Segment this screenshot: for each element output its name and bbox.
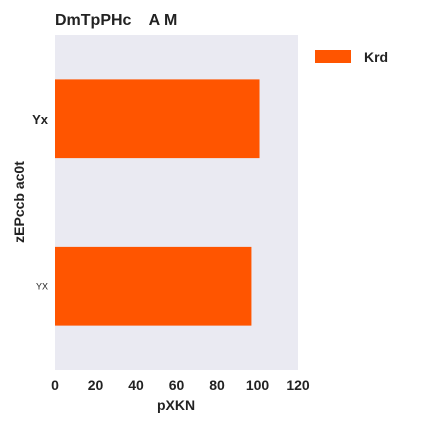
y-tick-label-0: Yx xyxy=(32,112,49,127)
chart-title: DmTpPHc A M xyxy=(55,12,177,29)
x-tick-label-2: 40 xyxy=(128,377,144,393)
y-axis-ticks: Yx YX xyxy=(32,112,49,292)
bar-0 xyxy=(55,79,260,159)
legend: Krd xyxy=(315,49,388,65)
x-axis-ticks: 0 20 40 60 80 100 120 xyxy=(51,377,310,393)
x-tick-label-0: 0 xyxy=(51,377,59,393)
bars-group xyxy=(55,79,260,326)
x-tick-label-4: 80 xyxy=(209,377,225,393)
x-tick-label-1: 20 xyxy=(88,377,104,393)
x-tick-label-6: 120 xyxy=(286,377,310,393)
y-axis-label: zEPccb ac0t xyxy=(11,161,27,243)
bar-1 xyxy=(55,246,252,326)
legend-swatch-krd xyxy=(315,50,351,63)
x-tick-label-3: 60 xyxy=(169,377,185,393)
x-axis-label: pXKN xyxy=(157,397,195,413)
legend-label-krd: Krd xyxy=(364,49,388,65)
x-tick-label-5: 100 xyxy=(246,377,270,393)
y-tick-label-1: YX xyxy=(36,281,48,291)
